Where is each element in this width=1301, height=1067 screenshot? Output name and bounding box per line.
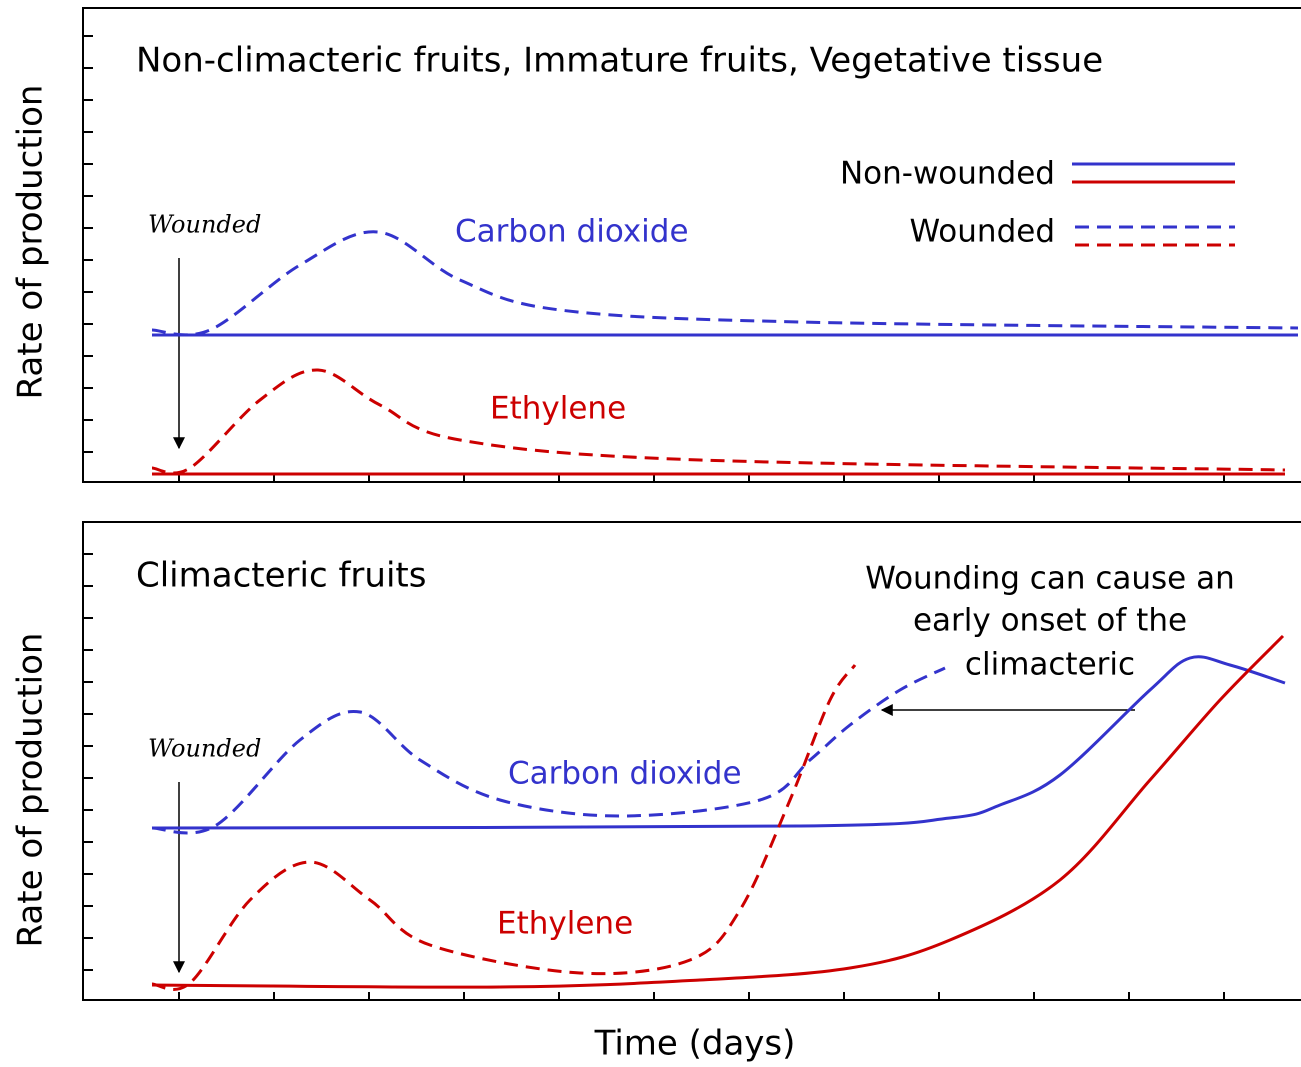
- curve: [151, 634, 1285, 989]
- panel-title: Climacteric fruits: [136, 556, 426, 596]
- legend-label: Wounded: [909, 214, 1055, 250]
- panel-frame: [82, 7, 1301, 483]
- y-label: Rate of production: [11, 633, 51, 948]
- panel-title: Non-climacteric fruits, Immature fruits,…: [136, 41, 1103, 81]
- curve: [151, 230, 1299, 337]
- curve: [151, 368, 1286, 475]
- ethylene-label: Ethylene: [497, 906, 633, 942]
- curve: [151, 655, 1286, 830]
- annotation: climacteric: [965, 647, 1135, 683]
- co2-label: Carbon dioxide: [508, 756, 742, 792]
- wounded-label: Wounded: [148, 211, 261, 239]
- wounded-label: Wounded: [148, 735, 261, 763]
- curve: [151, 666, 946, 835]
- annotation: Wounding can cause an: [865, 561, 1235, 597]
- panel-frame: [82, 521, 1301, 1001]
- co2-label: Carbon dioxide: [455, 214, 689, 250]
- legend-label: Non-wounded: [840, 156, 1055, 192]
- annotation: early onset of the: [913, 603, 1187, 639]
- axes: [82, 7, 1301, 1001]
- x-label: Time (days): [594, 1024, 796, 1064]
- ethylene-label: Ethylene: [490, 391, 626, 427]
- curve: [151, 664, 857, 991]
- y-label: Rate of production: [11, 85, 51, 400]
